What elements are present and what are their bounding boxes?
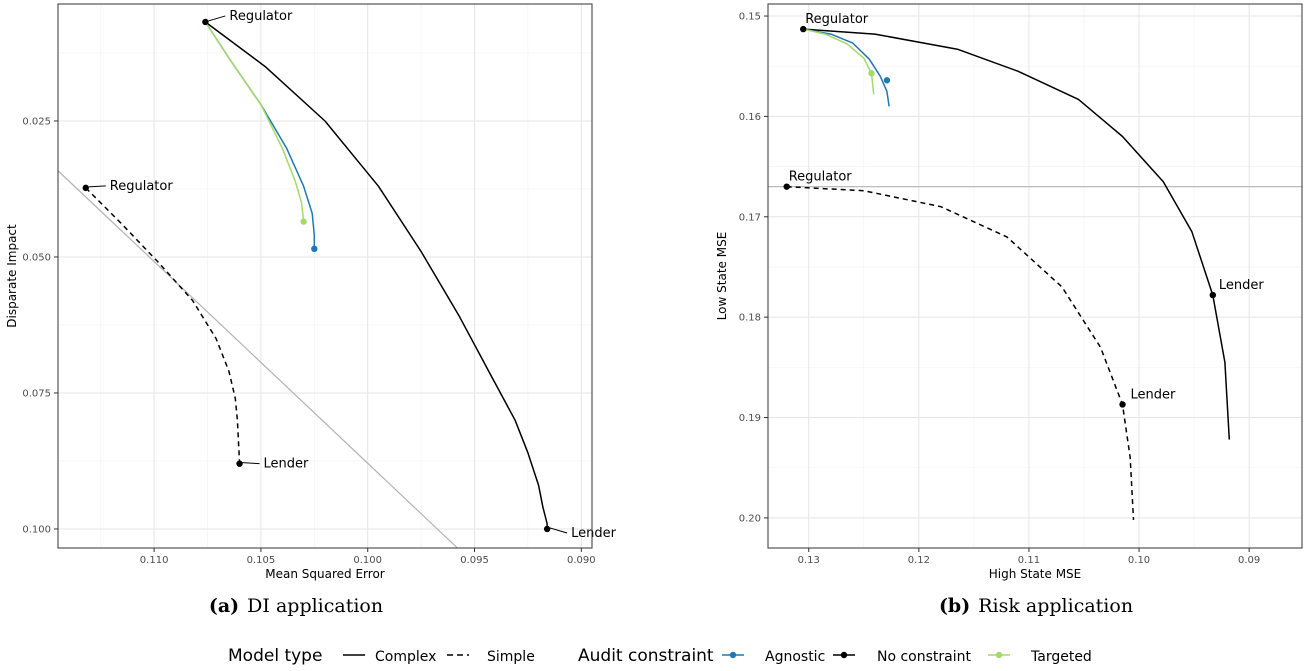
panel-di-application: Regulator Lender Regulator Lender 0.110 0.105… [5, 3, 617, 581]
grid [768, 4, 1302, 548]
x-tick-label: 0.12 [908, 555, 930, 566]
label-leader [88, 185, 106, 188]
caption-b-tag: (b) [939, 595, 970, 617]
point-label-regulator: Regulator [110, 179, 174, 194]
legend-agnostic-dot [729, 651, 737, 659]
label-leader [550, 527, 568, 534]
label-leader [242, 462, 260, 465]
y-axis-title: Low State MSE [715, 232, 729, 321]
y-tick-label: 0.15 [739, 12, 761, 23]
legend-no-constraint-label: No constraint [877, 649, 972, 665]
caption-a-text: DI application [247, 595, 383, 617]
legend-agnostic-label: Agnostic [765, 649, 825, 665]
marker-point [800, 25, 807, 33]
series-complex-agnostic [803, 28, 890, 107]
x-tick-label: 0.090 [567, 555, 596, 566]
caption-b: (b) Risk application [939, 595, 1133, 617]
x-tick-label: 0.13 [798, 555, 820, 566]
x-tick-label: 0.095 [460, 555, 489, 566]
point-label-regulator: Regulator [229, 9, 293, 24]
x-tick-label: 0.110 [140, 555, 169, 566]
x-tick-label: 0.100 [353, 555, 382, 566]
caption-a-tag: (a) [209, 595, 239, 617]
series [786, 28, 1231, 520]
marker-point [202, 18, 209, 26]
plot-background [768, 4, 1302, 548]
panel-risk-application: Regulator Lender Regulator Lender 0.13 0.12 0.… [715, 3, 1303, 581]
plot-border [57, 3, 593, 549]
grid [58, 4, 592, 548]
plot-border [767, 3, 1303, 549]
point-label-lender: Lender [571, 526, 617, 541]
series-simple-no-constraint [786, 185, 1135, 520]
marker-point [883, 77, 891, 84]
series-complex-no-constraint [204, 21, 548, 529]
legend-simple-label: Simple [487, 649, 535, 665]
x-axis-title: Mean Squared Error [265, 567, 385, 581]
caption-b-text: Risk application [978, 595, 1133, 617]
y-tick-label: 0.075 [22, 388, 51, 399]
y-tick-label: 0.20 [739, 513, 761, 524]
series-complex-targeted [803, 28, 875, 95]
series-simple-no-constraint [85, 187, 241, 464]
reference-line [58, 169, 458, 548]
series-complex-targeted [204, 21, 305, 222]
y-axis-title: Disparate Impact [5, 224, 19, 328]
plot-background [58, 4, 592, 548]
point-label-lender: Lender [264, 457, 310, 472]
point-label-regulator: Regulator [789, 170, 853, 185]
x-tick-label: 0.09 [1238, 555, 1260, 566]
y-tick-label: 0.17 [739, 212, 761, 223]
y-tick-label: 0.050 [22, 252, 51, 263]
marker-point [82, 184, 89, 192]
y-tick-label: 0.16 [739, 112, 761, 123]
point-label-lender: Lender [1219, 278, 1265, 293]
x-tick-label: 0.10 [1128, 555, 1150, 566]
marker-point [300, 218, 307, 225]
marker-point [868, 70, 875, 77]
marker-point [783, 183, 790, 190]
x-tick-label: 0.105 [247, 555, 276, 566]
series-complex-no-constraint [803, 28, 1231, 440]
x-tick-label: 0.11 [1018, 555, 1040, 566]
y-tick-label: 0.18 [739, 313, 761, 324]
y-tick-label: 0.025 [22, 116, 51, 127]
legend-no-constraint-dot [840, 651, 848, 659]
point-label-lender: Lender [1131, 387, 1177, 402]
reference-lines [58, 169, 458, 548]
marker-point [1119, 401, 1126, 408]
legend-constraint-title: Audit constraint [578, 646, 714, 666]
series [85, 21, 548, 529]
legend-complex-label: Complex [375, 649, 436, 665]
caption-a: (a) DI application [209, 595, 383, 617]
point-label-regulator: Regulator [805, 12, 869, 27]
marker-point [543, 525, 551, 533]
y-tick-label: 0.100 [22, 524, 51, 535]
y-tick-label: 0.19 [739, 413, 761, 424]
marker-point [311, 245, 318, 252]
legend-model-title: Model type [228, 646, 322, 666]
marker-point [236, 460, 243, 467]
label-leader [208, 15, 226, 22]
x-axis-title: High State MSE [989, 567, 1082, 581]
legend: Model type Complex Simple Audit constrai… [228, 646, 1092, 666]
legend-targeted-label: Targeted [1030, 649, 1092, 665]
marker-point [1209, 291, 1217, 299]
legend-targeted-dot [995, 651, 1003, 659]
